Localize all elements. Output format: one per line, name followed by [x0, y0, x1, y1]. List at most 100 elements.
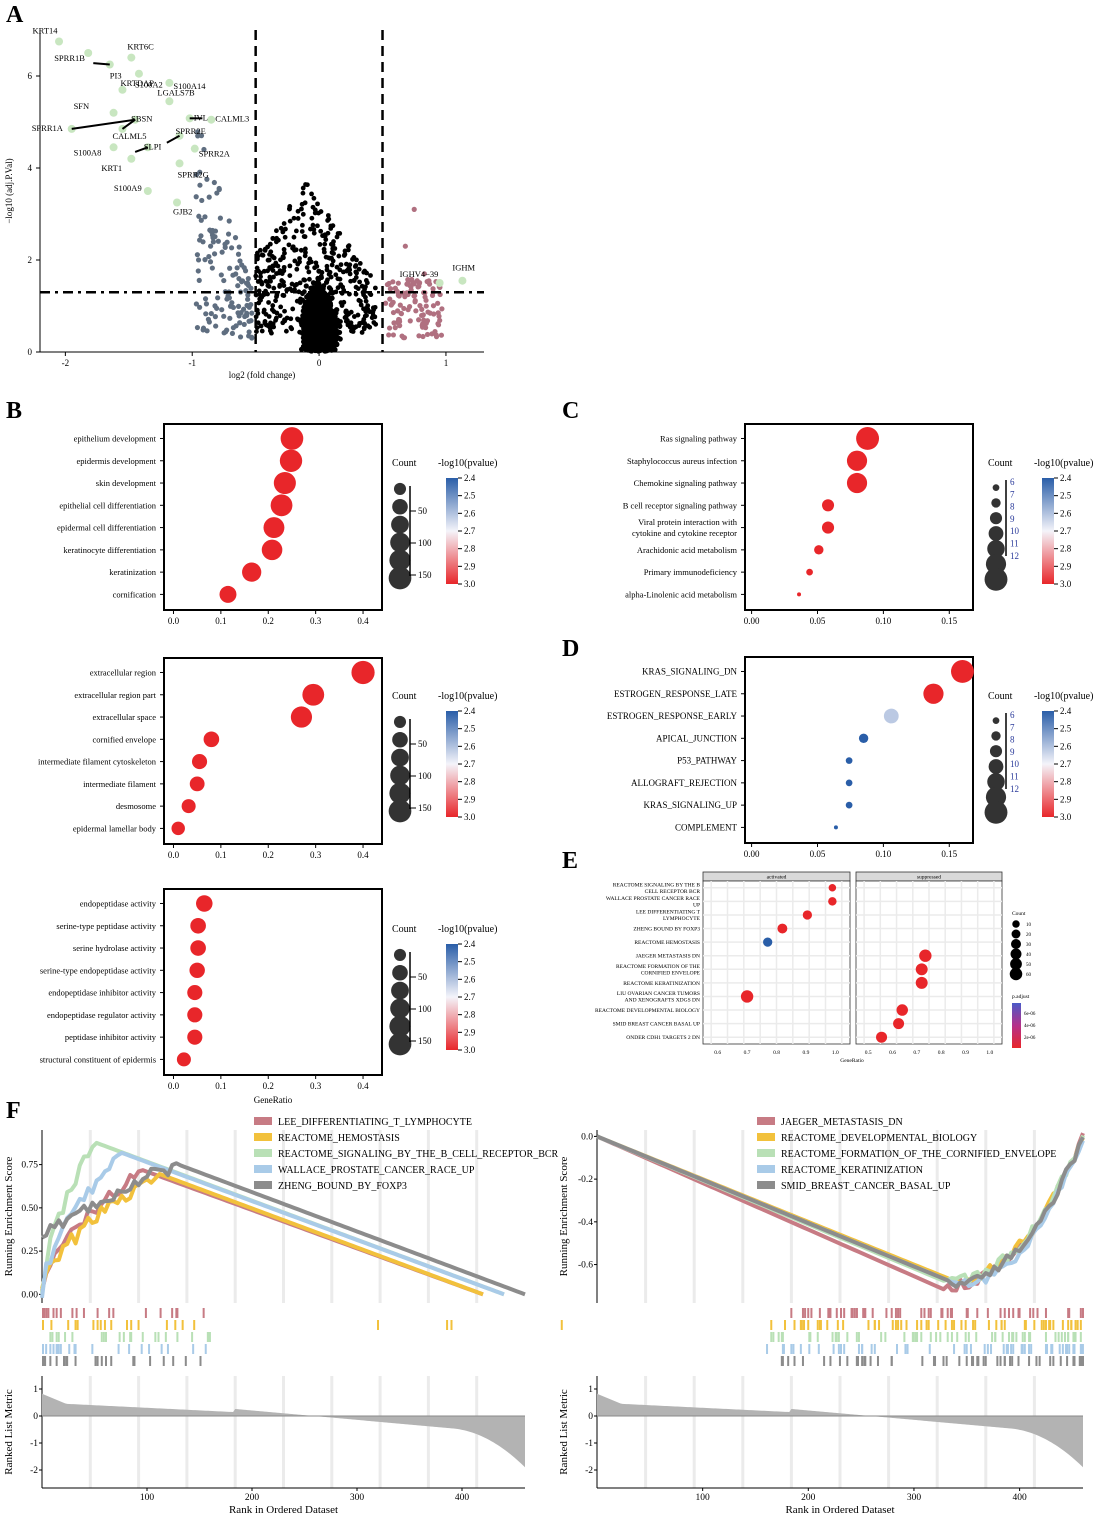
point-ns [311, 340, 317, 346]
legend-count-title: Count [392, 458, 417, 469]
point-labeled [458, 276, 467, 285]
point-down [197, 182, 203, 188]
legend-size-dot [984, 800, 1008, 824]
point-ns [332, 329, 337, 335]
hit-mark [118, 1332, 121, 1342]
point-down [230, 304, 237, 311]
point-ns [353, 274, 359, 280]
dot-0 [828, 884, 837, 892]
hit-mark [853, 1308, 856, 1318]
hit-mark [801, 1356, 804, 1366]
hit-mark [857, 1332, 860, 1342]
legend-swatch [757, 1117, 775, 1125]
legend-color-title: p.adjust [1012, 994, 1030, 1000]
x-tick-label: 0.8 [938, 1050, 945, 1056]
hit-mark [1073, 1332, 1076, 1342]
point-down [204, 328, 210, 334]
hit-mark [804, 1308, 807, 1318]
hit-mark [1067, 1308, 1070, 1318]
dot-2 [802, 910, 813, 920]
hit-mark [782, 1344, 785, 1354]
hit-mark [1052, 1320, 1055, 1330]
x-tick-label: 100 [696, 1493, 711, 1503]
point-up [405, 276, 411, 283]
hit-mark [74, 1344, 77, 1354]
color-tick-label: 2.4 [464, 706, 476, 716]
panel-label-D: D [562, 636, 579, 662]
point-ns [256, 288, 262, 294]
facet-label: activated [767, 875, 787, 881]
category-label: Staphylococcus aureus infection [627, 456, 738, 466]
category-label: intermediate filament cytoskeleton [38, 757, 157, 767]
color-tick-label: 2.5 [1060, 724, 1072, 734]
panel-label-B: B [6, 398, 22, 424]
hit-mark [100, 1332, 103, 1342]
hit-mark [110, 1320, 113, 1330]
hit-mark [65, 1356, 68, 1366]
hit-mark [855, 1308, 858, 1318]
point-ns [300, 324, 306, 329]
point-ns [281, 283, 287, 288]
legend-size-dot [390, 998, 410, 1019]
category-label: extracellular region part [74, 690, 156, 700]
legend-count-label: 150 [418, 570, 432, 580]
point-ns [311, 324, 317, 330]
point-ns [259, 328, 265, 334]
point-ns [335, 285, 341, 291]
hit-mark [808, 1332, 811, 1342]
hit-mark [976, 1356, 979, 1366]
category-label: APICAL_JUNCTION [656, 733, 738, 743]
panel-label-A: A [6, 2, 24, 28]
hit-mark [766, 1344, 769, 1354]
color-bar [1042, 478, 1054, 584]
legend-label: REACTOME_FORMATION_OF_THE_CORNIFIED_ENVE… [781, 1149, 1056, 1160]
point-ns [355, 312, 361, 318]
hit-mark [856, 1356, 859, 1366]
hit-mark [49, 1332, 52, 1342]
legend-size-dot [988, 759, 1004, 774]
hit-mark [159, 1308, 162, 1318]
point-ns [289, 326, 295, 332]
x-axis-title: Rank in Ordered Dataset [229, 1504, 338, 1516]
legend: Count -log10(pvalue) 50 100 150 2.4 2.5 2.6 2.7 2… [388, 458, 497, 590]
point-ns [265, 268, 270, 274]
hit-mark [1023, 1332, 1026, 1342]
hit-mark [52, 1344, 55, 1354]
hit-mark [816, 1332, 819, 1342]
point-ns [282, 250, 287, 256]
point-down [208, 310, 214, 317]
hit-mark [932, 1356, 935, 1366]
point-ns [302, 311, 308, 317]
legend-label: REACTOME_HEMOSTASIS [278, 1133, 400, 1144]
hit-mark [1028, 1344, 1031, 1354]
category-label: epithelial cell differentiation [59, 500, 156, 510]
point-up [386, 325, 393, 331]
point-ns [304, 182, 310, 188]
hit-mark [1030, 1344, 1033, 1354]
hit-mark [897, 1320, 900, 1330]
point-ns [313, 294, 319, 300]
point-ns [310, 222, 316, 228]
y-tick-label: 0.50 [21, 1204, 38, 1214]
hit-mark [834, 1332, 837, 1342]
point-down [246, 304, 252, 310]
point-ns [307, 303, 313, 309]
hit-mark [141, 1332, 144, 1342]
point-ns [269, 307, 275, 313]
legend-count-label: 6 [1010, 477, 1015, 487]
point-labeled [105, 60, 114, 69]
legend-size-dot [393, 715, 407, 728]
legend-count-label: 40 [1026, 953, 1032, 958]
x-tick-label: -1 [188, 358, 196, 368]
hit-mark [1068, 1308, 1071, 1318]
point-ns [344, 268, 349, 274]
legend-count-label: 20 [1026, 933, 1032, 938]
hit-mark [792, 1344, 795, 1354]
hit-mark [840, 1308, 842, 1318]
hit-mark [912, 1332, 915, 1342]
hit-mark [128, 1344, 131, 1354]
color-tick-label: 2.6 [464, 508, 476, 518]
hit-mark [864, 1356, 867, 1366]
legend-size-dot [987, 773, 1005, 791]
legend-count-label: 10 [1026, 923, 1032, 928]
